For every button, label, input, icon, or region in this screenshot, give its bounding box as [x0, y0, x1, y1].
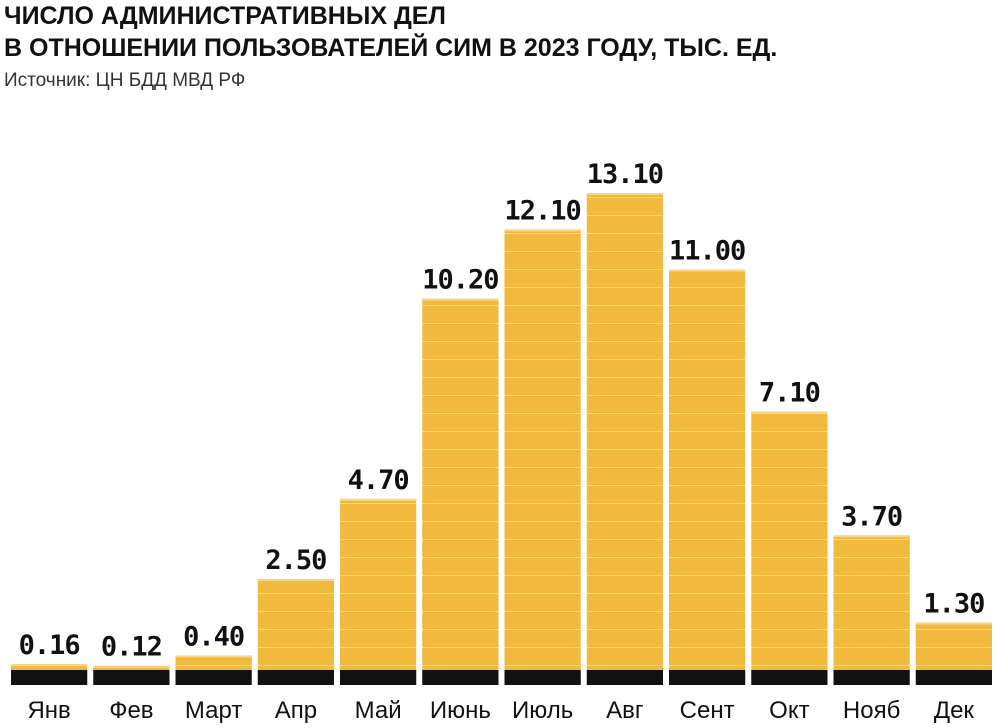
x-tick-label: Июнь: [430, 697, 491, 724]
bar-top: [11, 664, 88, 667]
value-label: 7.10: [759, 377, 820, 408]
x-tick-label: Дек: [934, 697, 975, 724]
bar: [175, 655, 252, 670]
bar-base: [586, 670, 663, 685]
bar-top: [422, 298, 499, 301]
bar-top: [504, 229, 581, 232]
bar-base: [93, 670, 170, 685]
value-label: 3.70: [841, 501, 902, 532]
bar-base: [669, 670, 746, 685]
bar: [833, 535, 910, 670]
bar: [669, 269, 746, 670]
bar: [422, 298, 499, 670]
value-label: 0.16: [19, 630, 80, 661]
bar: [11, 664, 88, 670]
bar-base: [833, 670, 910, 685]
value-label: 0.40: [183, 621, 244, 652]
bar-top: [175, 655, 252, 658]
bar-top: [833, 535, 910, 538]
bar: [340, 498, 417, 670]
x-tick-label: Нояб: [843, 697, 900, 724]
bar-top: [257, 578, 334, 581]
x-tick-label: Июль: [512, 697, 573, 724]
value-label: 4.70: [348, 465, 409, 496]
bar: [751, 411, 828, 670]
bar-top: [915, 622, 992, 625]
bar: [257, 578, 334, 670]
x-tick-label: Май: [355, 697, 402, 724]
chart-title: В ОТНОШЕНИИ ПОЛЬЗОВАТЕЛЕЙ СИМ В 2023 ГОД…: [4, 32, 777, 62]
value-label: 12.10: [504, 195, 580, 226]
bar-top: [340, 498, 417, 501]
x-tick-label: Апр: [275, 697, 317, 724]
bar-top: [93, 665, 170, 668]
bar-base: [751, 670, 828, 685]
bar: [586, 193, 663, 670]
value-label: 13.10: [587, 159, 663, 190]
bar-base: [11, 670, 88, 685]
chart-subtitle: Источник: ЦН БДД МВД РФ: [4, 70, 245, 91]
x-tick-label: Авг: [606, 697, 644, 724]
bar-base: [257, 670, 334, 685]
x-tick-label: Янв: [27, 697, 70, 724]
value-label: 1.30: [923, 589, 984, 620]
x-tick-label: Окт: [769, 697, 809, 724]
bar-base: [422, 670, 499, 685]
bar-base: [340, 670, 417, 685]
bar-top: [751, 411, 828, 414]
x-tick-label: Сент: [680, 697, 735, 724]
bar-base: [504, 670, 581, 685]
value-label: 11.00: [669, 235, 745, 266]
bar-base: [915, 670, 992, 685]
bar-base: [175, 670, 252, 685]
bar: [915, 622, 992, 670]
value-label: 10.20: [422, 265, 498, 296]
value-label: 0.12: [101, 632, 162, 663]
value-label: 2.50: [265, 545, 326, 576]
bar-top: [669, 269, 746, 272]
x-tick-label: Март: [185, 697, 242, 724]
bar: [504, 229, 581, 670]
chart-title: ЧИСЛО АДМИНИСТРАТИВНЫХ ДЕЛ: [4, 2, 446, 30]
bar-top: [586, 193, 663, 195]
x-tick-label: Фев: [109, 697, 153, 724]
bar: [93, 665, 170, 670]
